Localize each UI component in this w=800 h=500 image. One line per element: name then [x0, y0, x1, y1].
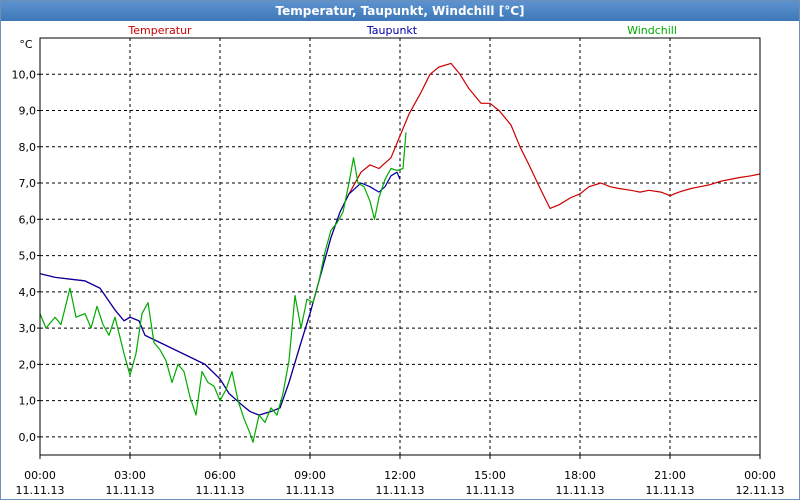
plot-frame	[39, 37, 761, 456]
x-tick-date: 11.11.13	[376, 484, 425, 497]
window-title: Temperatur, Taupunkt, Windchill [°C]	[1, 1, 799, 21]
x-tick-date: 12.11.13	[736, 484, 785, 497]
x-tick-date: 11.11.13	[286, 484, 335, 497]
x-tick-date: 11.11.13	[16, 484, 65, 497]
legend-taupunkt: Taupunkt	[366, 24, 418, 37]
y-tick-label: 5,0	[19, 250, 37, 263]
x-tick-time: 12:00	[384, 469, 416, 482]
series-lines	[39, 62, 761, 443]
y-tick-label: 1,0	[19, 395, 37, 408]
x-tick-time: 03:00	[114, 469, 146, 482]
y-tick-label: 9,0	[19, 105, 37, 118]
y-tick-label: 8,0	[19, 141, 37, 154]
axis-labels: 0,0 1,0 2,0 3,0 4,0 5,0 6,0 7,0 8,0 9,0 10,0 00:00 1…	[12, 24, 785, 497]
series-line-taupunkt	[39, 171, 401, 416]
x-tick-time: 00:00	[744, 469, 776, 482]
legend-windchill: Windchill	[627, 24, 677, 37]
axes	[37, 37, 761, 459]
x-tick-date: 11.11.13	[106, 484, 155, 497]
y-tick-label: 0,0	[19, 431, 37, 444]
x-tick-time: 00:00	[24, 469, 56, 482]
series-line-windchill	[39, 132, 407, 443]
grid	[40, 38, 760, 455]
x-tick-date: 11.11.13	[646, 484, 695, 497]
legend-temperatur: Temperatur	[127, 24, 192, 37]
x-tick-time: 21:00	[654, 469, 686, 482]
y-tick-label: 2,0	[19, 358, 37, 371]
x-tick-time: 18:00	[564, 469, 596, 482]
y-unit-label: °C	[19, 38, 33, 51]
y-tick-label: 10,0	[12, 68, 37, 81]
x-tick-date: 11.11.13	[466, 484, 515, 497]
x-tick-time: 06:00	[204, 469, 236, 482]
x-tick-time: 15:00	[474, 469, 506, 482]
y-tick-label: 3,0	[19, 322, 37, 335]
y-tick-label: 4,0	[19, 286, 37, 299]
x-tick-time: 09:00	[294, 469, 326, 482]
x-tick-date: 11.11.13	[196, 484, 245, 497]
y-tick-label: 7,0	[19, 177, 37, 190]
x-tick-date: 11.11.13	[556, 484, 605, 497]
y-tick-label: 6,0	[19, 213, 37, 226]
